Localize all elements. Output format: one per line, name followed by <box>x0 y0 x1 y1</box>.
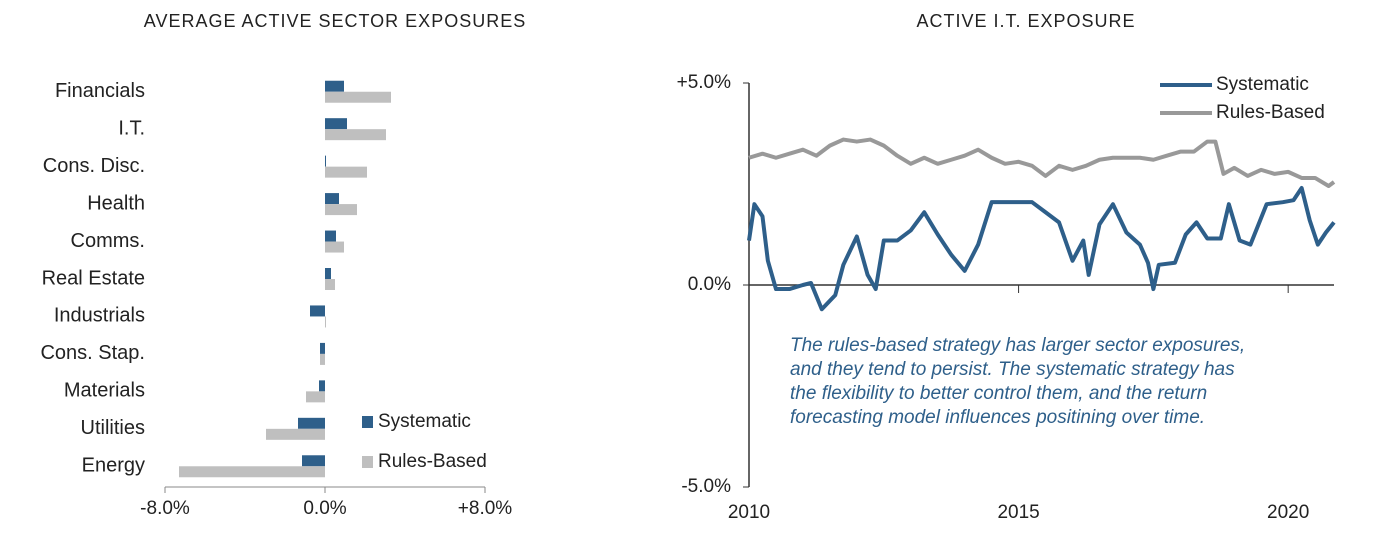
annotation: forecasting model influences positining … <box>790 407 1205 428</box>
x-tick-label: 0.0% <box>303 498 346 519</box>
legend-label: Rules-Based <box>1216 102 1325 123</box>
bar <box>306 391 325 403</box>
bar <box>325 279 335 290</box>
bar <box>325 155 326 167</box>
bar <box>325 204 357 216</box>
annotation: the flexibility to better control them, … <box>790 383 1207 404</box>
chart-title: AVERAGE ACTIVE SECTOR EXPOSURES <box>144 11 526 31</box>
y-tick-label: 0.0% <box>688 274 731 295</box>
bar <box>325 230 336 242</box>
y-tick-label: Energy <box>82 455 145 477</box>
annotation: The rules-based strategy has larger sect… <box>790 335 1245 356</box>
y-tick-label: Comms. <box>71 230 145 252</box>
annotation: and they tend to persist. The systematic… <box>790 359 1235 380</box>
y-tick-label: Real Estate <box>42 267 145 289</box>
line <box>748 137 1336 189</box>
y-tick-label: I.T. <box>118 117 145 139</box>
bar <box>325 316 326 328</box>
bar <box>325 91 391 103</box>
line <box>747 186 1336 312</box>
bar <box>298 417 325 429</box>
bar <box>325 268 331 279</box>
y-tick-label: +5.0% <box>677 72 732 93</box>
legend-label: Systematic <box>1216 74 1309 95</box>
y-tick-label: Materials <box>64 380 145 402</box>
x-tick-label: 2010 <box>728 502 770 523</box>
y-tick-label: Health <box>87 192 145 214</box>
bar <box>320 353 325 365</box>
y-tick-label: Financials <box>55 80 145 102</box>
legend-swatch <box>362 456 373 468</box>
bar <box>320 342 325 354</box>
bar <box>325 80 344 92</box>
legend-label: Rules-Based <box>378 451 487 472</box>
x-tick-label: +8.0% <box>458 498 513 519</box>
bar <box>325 193 339 205</box>
bar <box>325 241 344 253</box>
bar <box>325 166 367 178</box>
chart-title: ACTIVE I.T. EXPOSURE <box>916 11 1135 31</box>
bar <box>325 118 347 130</box>
bar <box>302 455 325 467</box>
legend-swatch <box>362 416 373 428</box>
x-tick-label: -8.0% <box>140 498 190 519</box>
bar <box>179 466 325 478</box>
y-tick-label: Utilities <box>81 417 145 439</box>
y-tick-label: Cons. Stap. <box>40 342 145 364</box>
y-tick-label: Cons. Disc. <box>43 155 145 177</box>
bar <box>325 129 386 141</box>
bar <box>266 428 325 440</box>
bar <box>319 380 325 392</box>
y-tick-label: Industrials <box>54 305 145 327</box>
bar <box>310 305 325 317</box>
legend-label: Systematic <box>378 411 471 432</box>
x-tick-label: 2020 <box>1267 502 1309 523</box>
x-tick-label: 2015 <box>997 502 1039 523</box>
y-tick-label: -5.0% <box>681 476 731 497</box>
